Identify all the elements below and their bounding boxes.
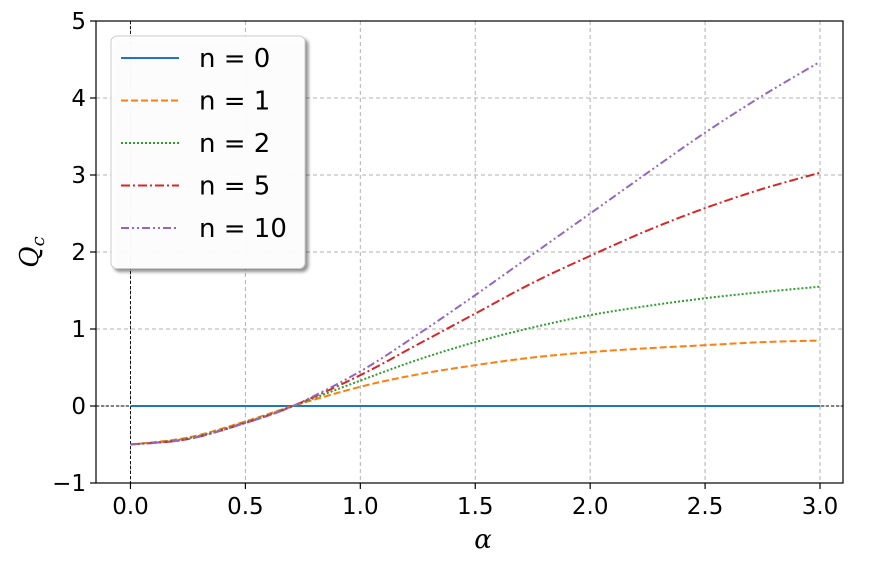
legend-box <box>110 35 306 269</box>
series-line-4 <box>130 60 821 446</box>
x-tick-label: 2.5 <box>687 494 724 520</box>
y-tick-label: 2 <box>71 240 86 266</box>
y-axis-label-subscript: c <box>28 236 49 246</box>
legend-label: n = 10 <box>199 214 287 244</box>
y-tick-label: 0 <box>71 394 86 420</box>
x-tick-label: 0.0 <box>112 494 149 520</box>
x-tick-label: 1.5 <box>457 494 494 520</box>
x-tick-label: 0.5 <box>227 494 264 520</box>
y-tick-label: 1 <box>71 317 86 343</box>
y-axis-label: Qc <box>15 236 49 267</box>
y-tick-label: 5 <box>71 9 86 35</box>
series-lines <box>130 60 821 446</box>
legend-label: n = 1 <box>199 87 270 117</box>
y-tick-label: 3 <box>71 163 86 189</box>
series-line-1 <box>130 339 821 446</box>
series-line-3 <box>130 171 821 446</box>
legend-label: n = 5 <box>199 172 270 202</box>
x-tick-label: 1.0 <box>342 494 379 520</box>
legend-label: n = 0 <box>199 44 270 74</box>
legend: n = 0 n = 1 n = 2 n = 5 n = 10 <box>110 35 306 269</box>
y-tick-label: 4 <box>71 86 86 112</box>
y-tick-label: −1 <box>52 471 86 497</box>
ticks: 0.0 0.5 1.0 1.5 2.0 2.5 3.0 −1 0 1 2 3 4 5 <box>52 9 838 520</box>
x-axis-label: α <box>474 525 492 555</box>
y-axis-label-main: Q <box>15 246 45 267</box>
x-tick-label: 3.0 <box>802 494 839 520</box>
x-tick-label: 2.0 <box>572 494 609 520</box>
legend-label: n = 2 <box>199 129 270 159</box>
